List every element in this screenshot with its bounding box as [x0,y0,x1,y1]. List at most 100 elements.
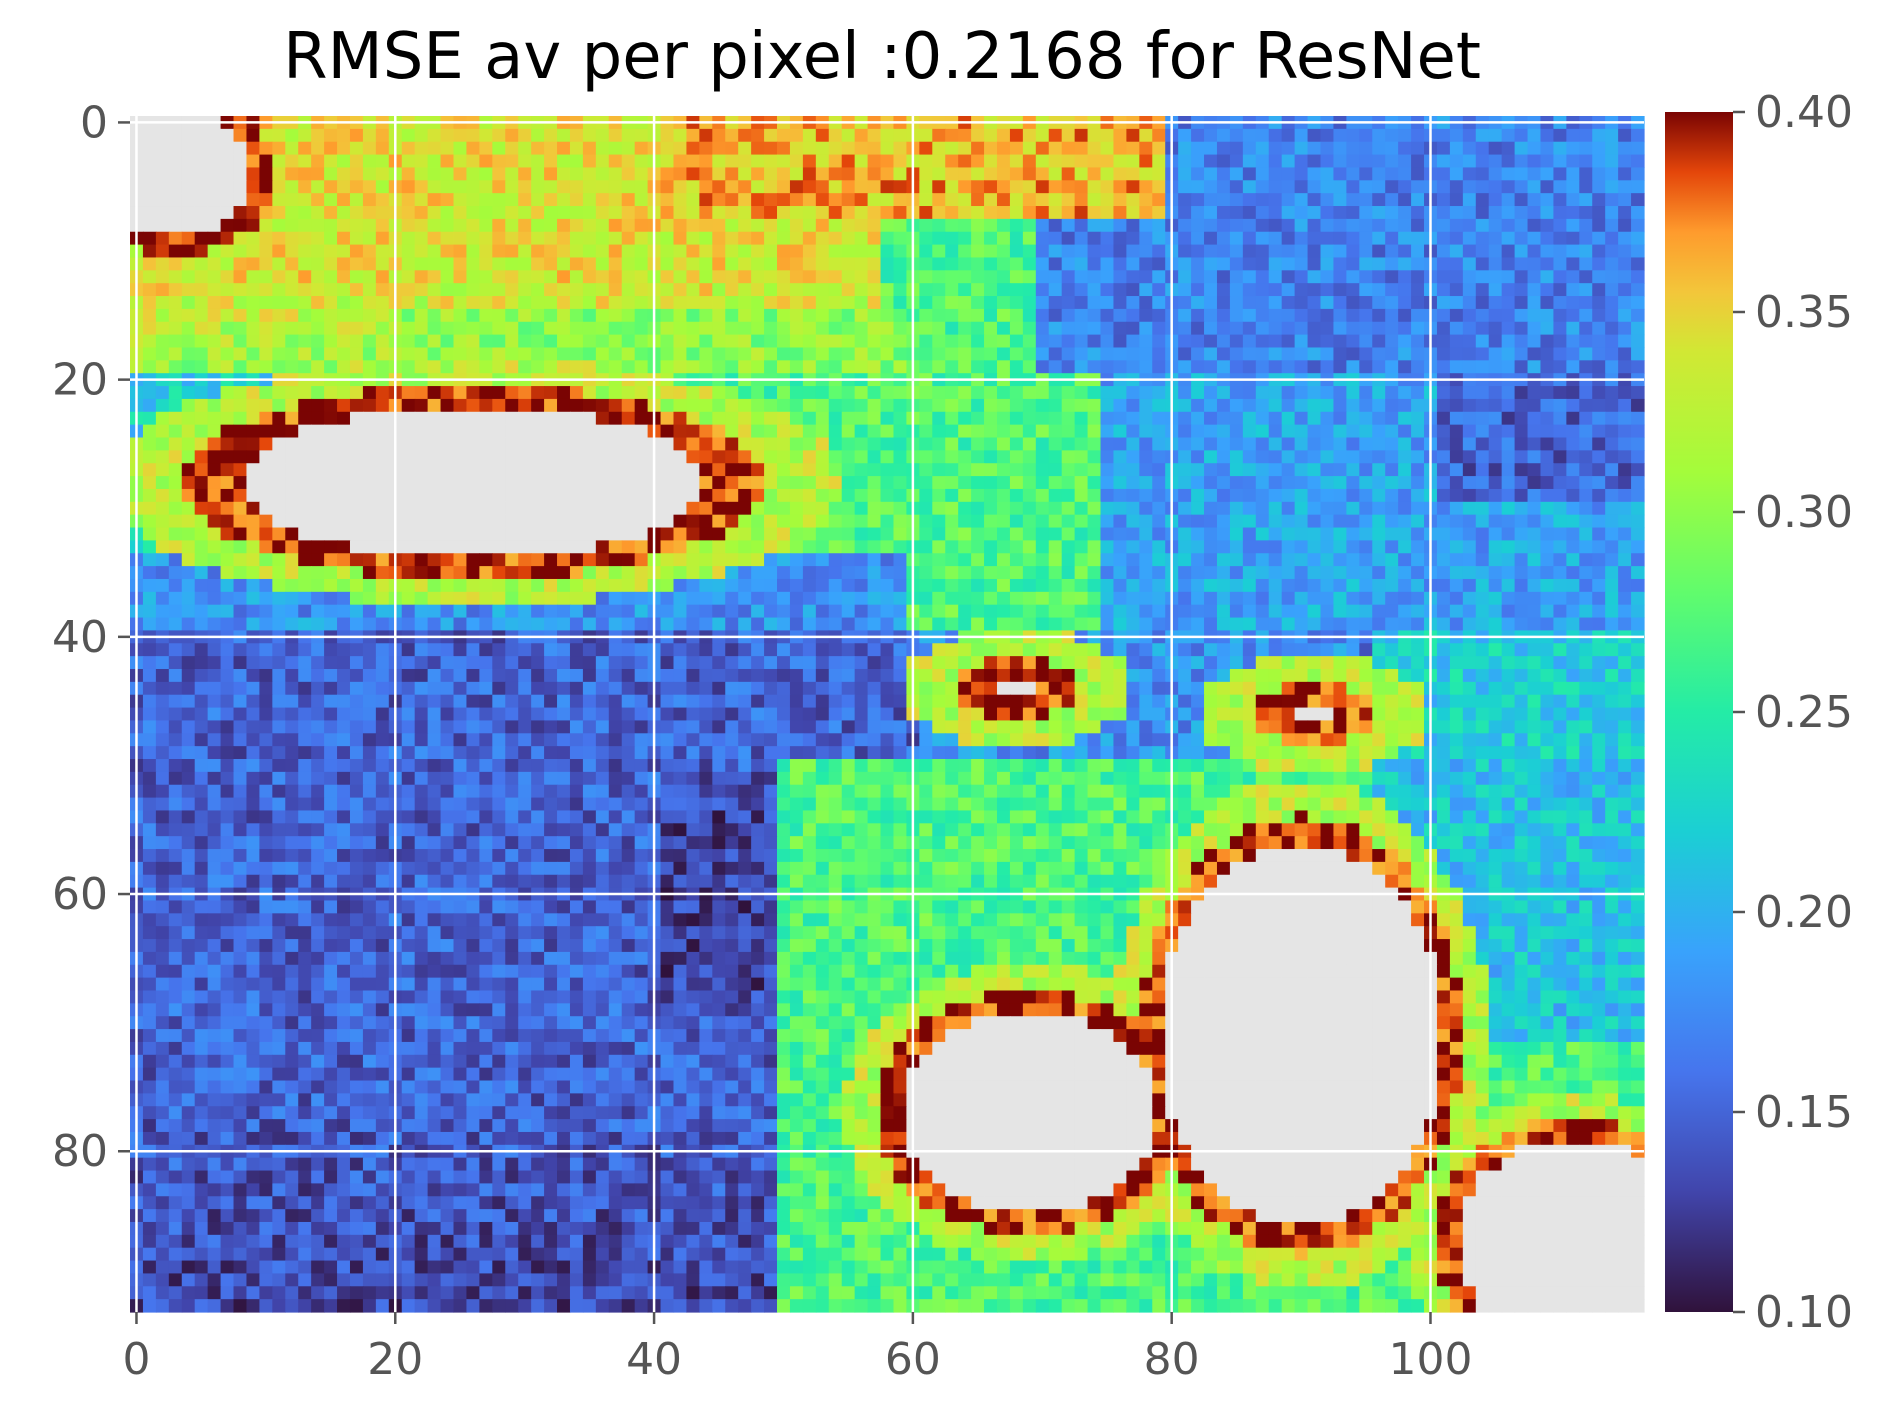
heatmap-cell [1100,128,1115,143]
heatmap-cell [1398,476,1412,490]
heatmap-cell [1553,231,1567,246]
heatmap-cell [427,450,442,464]
heatmap-cell [1087,450,1102,464]
heatmap-cell [699,283,713,297]
heatmap-cell [569,347,584,361]
heatmap-cell [777,218,791,233]
heatmap-cell [1631,334,1645,349]
heatmap-cell [1579,334,1593,349]
heatmap-cell [996,257,1011,271]
heatmap-cell [1152,296,1166,310]
heatmap-cell [1178,578,1192,593]
heatmap-cell [466,128,480,143]
heatmap-cell [1385,193,1399,207]
heatmap-cell [1307,450,1322,464]
heatmap-cell [349,296,364,310]
heatmap-cell [1087,476,1102,490]
heatmap-cell [971,218,985,233]
heatmap-cell [1061,527,1076,541]
heatmap-cell [220,463,235,477]
heatmap-cell [764,180,778,194]
heatmap-cell [1022,296,1037,310]
heatmap-cell [712,540,726,554]
heatmap-cell [1113,141,1127,156]
heatmap-cell [1618,128,1632,143]
heatmap-cell [1346,501,1360,516]
heatmap-cell [1618,578,1632,593]
heatmap-cell [660,591,675,606]
heatmap-cell [828,514,843,529]
heatmap-cell [259,617,273,632]
heatmap-cell [1359,617,1373,632]
heatmap-cell [324,180,338,194]
heatmap-cell [375,128,390,143]
heatmap-cell [1540,270,1555,284]
heatmap-cell [854,283,869,297]
heatmap-cell [777,540,791,554]
heatmap-cell [1579,540,1593,554]
heatmap-cell [1475,411,1490,426]
heatmap-cell [1592,617,1606,632]
heatmap-cell [1268,321,1283,336]
heatmap-cell [1385,386,1399,400]
heatmap-cell [349,437,364,451]
heatmap-cell [919,591,933,606]
heatmap-cell [764,656,778,670]
heatmap-cell [505,218,519,233]
heatmap-cell [996,167,1011,181]
heatmap-cell [725,540,739,554]
heatmap-cell [608,283,623,297]
heatmap-cell [958,193,972,207]
heatmap-cell [544,553,558,567]
heatmap-cell [311,360,325,374]
heatmap-cell [1449,566,1464,580]
heatmap-cell [751,476,765,490]
heatmap-cell [1333,540,1347,554]
heatmap-cell [1216,514,1231,529]
heatmap-cell [492,488,506,503]
heatmap-cell [1139,566,1153,580]
heatmap-cell [427,193,442,207]
heatmap-cell [789,566,804,580]
heatmap-cell [789,386,804,400]
heatmap-cell [582,476,597,490]
heatmap-cell [1449,527,1464,541]
heatmap-cell [1204,270,1218,284]
heatmap-cell [1229,141,1244,156]
heatmap-cell [1307,553,1322,567]
heatmap-cell [919,244,933,259]
heatmap-cell [1553,283,1567,297]
heatmap-cell [1359,514,1373,529]
heatmap-cell [1191,231,1205,246]
heatmap-cell [1385,244,1399,259]
heatmap-cell [427,141,442,156]
heatmap-cell [168,566,183,580]
heatmap-cell [673,604,688,619]
heatmap-cell [557,193,571,207]
heatmap-cell [1320,257,1335,271]
heatmap-cell [1061,193,1076,207]
heatmap-cell [738,591,752,606]
heatmap-cell [1618,617,1632,632]
heatmap-cell [1061,643,1076,657]
heatmap-cell [1048,180,1063,194]
heatmap-cell [1488,386,1503,400]
heatmap-cell [1191,643,1205,657]
heatmap-cell [1553,347,1567,361]
heatmap-cell [996,476,1011,490]
heatmap-cell [1488,617,1503,632]
heatmap-cell [246,167,260,181]
heatmap-cell [686,180,700,194]
heatmap-cell [1126,450,1140,464]
heatmap-cell [1385,566,1399,580]
heatmap-cell [531,398,545,413]
heatmap-cell [1087,386,1102,400]
heatmap-cell [1398,643,1412,657]
heatmap-cell [220,206,235,220]
heatmap-cell [207,591,222,606]
heatmap-cell [764,270,778,284]
heatmap-cell [621,206,636,220]
heatmap-cell [492,308,506,323]
heatmap-cell [1605,347,1619,361]
heatmap-cell [1605,450,1619,464]
